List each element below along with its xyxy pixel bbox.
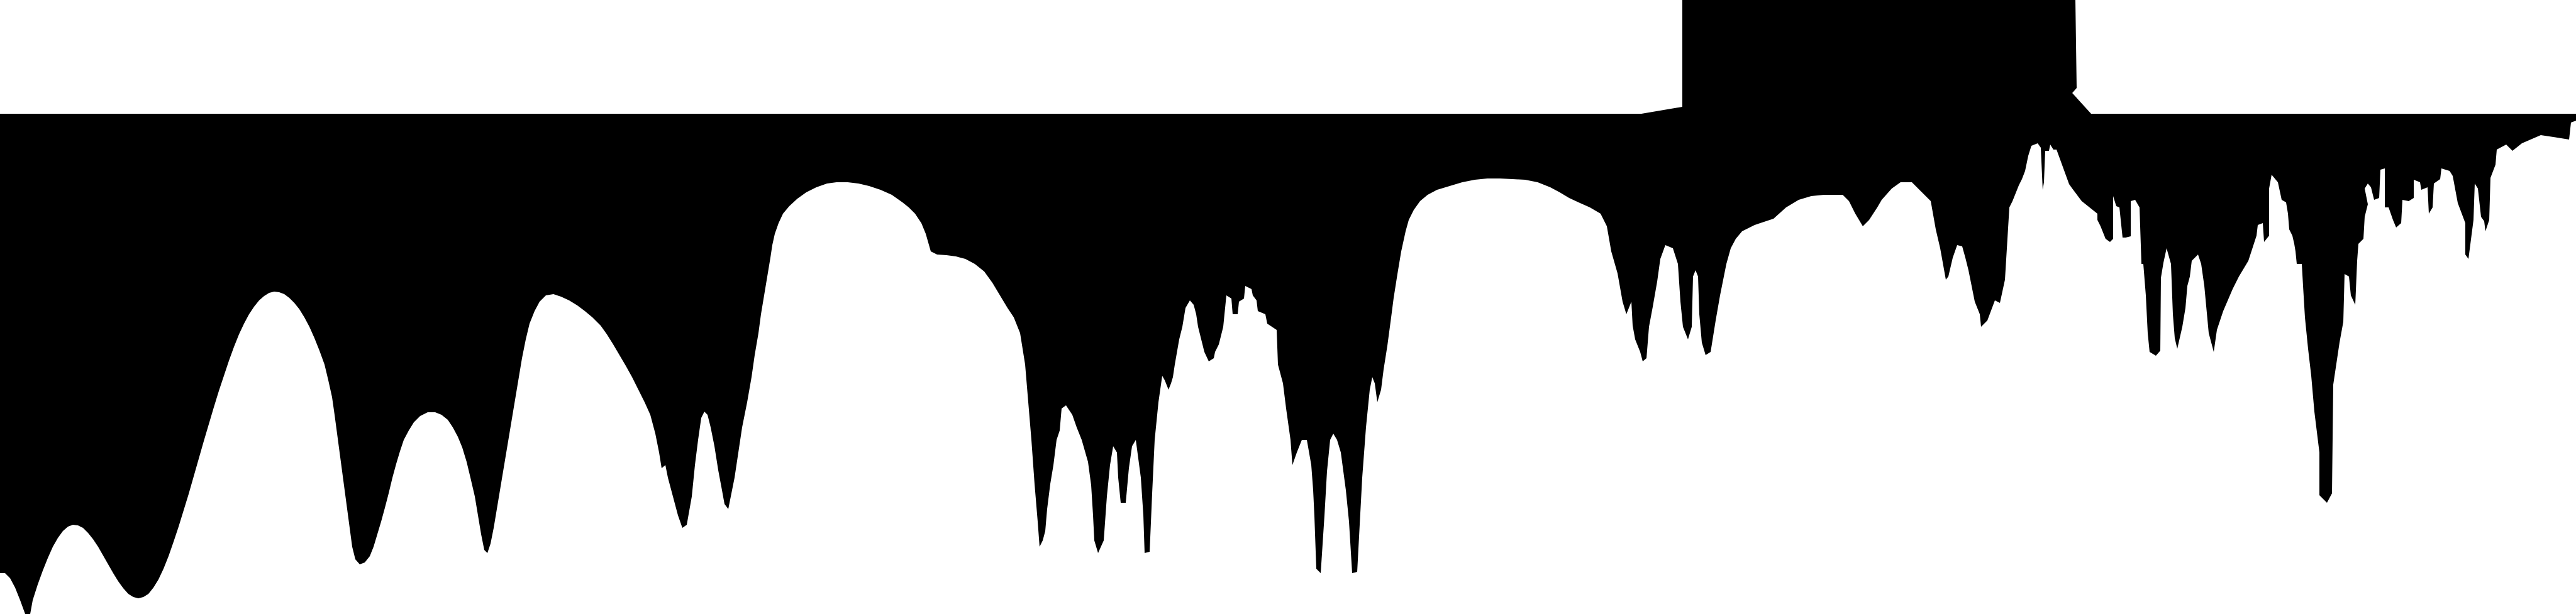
black-silhouette <box>0 0 2576 614</box>
silhouette-canvas <box>0 0 2576 614</box>
